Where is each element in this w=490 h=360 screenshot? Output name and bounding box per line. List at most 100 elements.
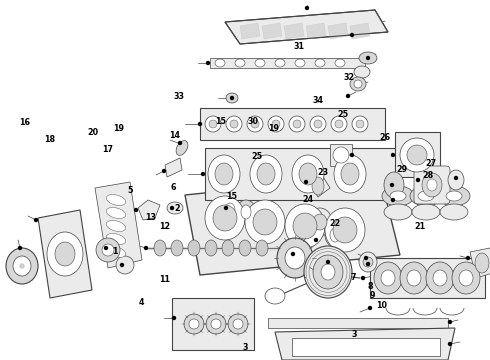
Polygon shape [240,23,260,39]
Ellipse shape [275,59,285,67]
Circle shape [365,256,368,260]
Circle shape [224,207,227,210]
Bar [200,108,385,140]
Ellipse shape [233,319,243,329]
Bar [395,132,440,177]
Text: 1: 1 [112,247,118,256]
Ellipse shape [106,194,126,206]
Circle shape [362,276,365,279]
Circle shape [206,62,210,64]
Ellipse shape [228,314,248,334]
Ellipse shape [438,186,470,206]
Ellipse shape [390,191,406,201]
Circle shape [315,238,318,242]
Ellipse shape [257,163,275,185]
Ellipse shape [400,138,434,172]
Text: 30: 30 [247,117,258,126]
Text: 9: 9 [370,291,375,300]
Circle shape [448,342,451,346]
Ellipse shape [235,59,245,67]
Text: 23: 23 [318,167,329,176]
Ellipse shape [96,238,120,262]
Ellipse shape [321,264,335,280]
Text: 4: 4 [139,298,145,307]
Ellipse shape [293,213,317,239]
Ellipse shape [422,173,442,197]
Bar [330,144,352,166]
Ellipse shape [410,186,442,206]
Ellipse shape [333,147,349,163]
Text: 33: 33 [174,92,185,101]
Ellipse shape [374,262,402,294]
Ellipse shape [384,172,404,198]
Ellipse shape [308,208,332,236]
Circle shape [20,264,24,268]
Bar [172,298,254,350]
Text: 28: 28 [422,171,434,180]
Ellipse shape [222,240,234,256]
Circle shape [367,262,369,266]
Circle shape [305,6,309,9]
Text: 13: 13 [145,212,156,221]
Ellipse shape [102,244,114,256]
Circle shape [455,176,458,180]
Circle shape [121,264,123,266]
Polygon shape [95,182,142,268]
Bar [268,318,448,328]
Ellipse shape [6,248,38,284]
Ellipse shape [354,66,370,78]
Text: 26: 26 [380,133,391,142]
Ellipse shape [226,93,238,103]
Text: 3: 3 [242,343,248,352]
Ellipse shape [55,242,75,266]
Ellipse shape [334,155,366,193]
Ellipse shape [256,240,268,256]
Circle shape [367,57,369,59]
Ellipse shape [251,120,259,128]
Circle shape [448,320,451,324]
Ellipse shape [359,52,377,64]
Ellipse shape [350,77,366,91]
Ellipse shape [381,270,395,286]
Text: 3: 3 [352,330,357,339]
Ellipse shape [433,270,447,286]
Ellipse shape [359,252,377,272]
Text: 15: 15 [216,117,226,126]
Text: 11: 11 [160,274,171,284]
Ellipse shape [440,204,468,220]
Ellipse shape [354,80,362,88]
Text: 12: 12 [159,222,171,231]
Ellipse shape [277,238,313,278]
Ellipse shape [304,246,352,298]
Circle shape [198,122,201,126]
Ellipse shape [293,120,301,128]
Ellipse shape [255,59,265,67]
Ellipse shape [188,240,200,256]
Text: 10: 10 [376,301,387,310]
Polygon shape [262,23,282,39]
Ellipse shape [382,186,414,206]
Text: 17: 17 [102,145,113,154]
Ellipse shape [314,120,322,128]
Bar [292,338,440,356]
Text: 15: 15 [226,192,237,201]
Ellipse shape [116,256,134,274]
Polygon shape [350,23,370,39]
Circle shape [19,247,22,249]
Polygon shape [470,248,490,278]
Ellipse shape [268,116,284,132]
Circle shape [346,94,349,98]
Polygon shape [328,23,348,39]
Ellipse shape [230,120,238,128]
Ellipse shape [325,223,345,247]
Ellipse shape [250,155,282,193]
Ellipse shape [226,116,242,132]
Ellipse shape [315,59,325,67]
Circle shape [416,179,419,181]
Text: 29: 29 [396,165,407,174]
Circle shape [171,207,173,210]
Ellipse shape [335,120,343,128]
Ellipse shape [106,207,126,219]
Text: 25: 25 [251,152,262,161]
Ellipse shape [289,116,305,132]
